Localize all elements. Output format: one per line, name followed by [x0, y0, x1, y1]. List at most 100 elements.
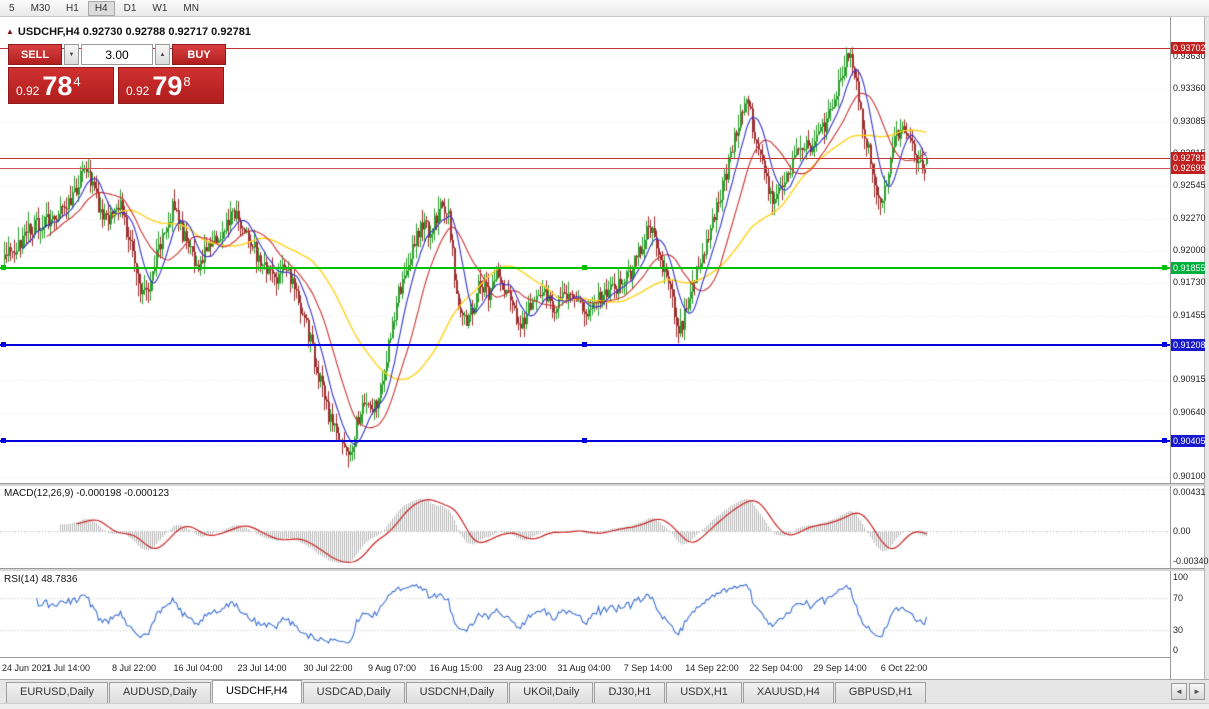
time-axis-label: 6 Oct 22:00 — [880, 663, 928, 673]
trade-prices-row: 0.92 78 4 0.92 79 8 — [8, 67, 228, 104]
time-axis-label: 23 Aug 23:00 — [493, 663, 547, 673]
tab-ukoil-daily[interactable]: UKOil,Daily — [509, 682, 594, 703]
trade-controls-row: SELL ▼ ▲ BUY — [8, 44, 228, 65]
price-axis-label: 0.90915 — [1173, 374, 1206, 384]
time-axis[interactable]: 24 Jun 2021 1 Jul 14:00 8 Jul 22:00 16 Jul … — [0, 657, 1170, 679]
support-line-green-handle-left[interactable] — [1, 265, 6, 270]
period-button-h1[interactable]: H1 — [66, 2, 79, 14]
support-line-green-handle-right[interactable] — [1162, 265, 1167, 270]
rsi-axis-label: 30 — [1173, 625, 1184, 635]
buy-price-pip: 8 — [183, 74, 191, 89]
period-button-d1[interactable]: D1 — [123, 2, 137, 14]
support-line-blue-upper-handle-left[interactable] — [1, 342, 6, 347]
time-axis-label: 29 Sep 14:00 — [813, 663, 867, 673]
chart-plot-area[interactable]: ▲ USDCHF,H4 0.92730 0.92788 0.92717 0.92… — [0, 17, 1170, 679]
support-line-blue-lower-handle-left[interactable] — [1, 438, 6, 443]
tab-gbpusd-h1[interactable]: GBPUSD,H1 — [834, 682, 927, 703]
price-badge-093702: 0.93702 — [1171, 42, 1206, 54]
chart-title: ▲ USDCHF,H4 0.92730 0.92788 0.92717 0.92… — [6, 26, 251, 38]
rsi-indicator-canvas[interactable] — [0, 571, 1170, 657]
period-button-5[interactable]: 5 — [9, 2, 15, 14]
price-badge-090405: 0.90405 — [1171, 435, 1206, 447]
price-axis-label: 0.91730 — [1173, 277, 1206, 287]
resistance-line-top[interactable] — [0, 48, 1170, 49]
chart-tab-bar: EURUSD,Daily AUDUSD,Daily USDCHF,H4 USDCAD,… — [0, 679, 1209, 703]
support-line-blue-upper-handle-center[interactable] — [582, 342, 587, 347]
period-button-mn[interactable]: MN — [183, 2, 199, 14]
price-axis-label: 0.93360 — [1173, 83, 1206, 93]
one-click-trading-panel: SELL ▼ ▲ BUY 0.92 78 4 0.92 79 8 — [8, 44, 228, 104]
period-button-h4[interactable]: H4 — [87, 0, 115, 16]
price-badge-091855: 0.91855 — [1171, 262, 1206, 274]
price-axis-label: 0.90100 — [1173, 471, 1206, 481]
macd-indicator-label: MACD(12,26,9) -0.000198 -0.000123 — [4, 488, 170, 499]
chart-marker-icon: ▲ — [6, 27, 14, 36]
sell-price-display[interactable]: 0.92 78 4 — [8, 67, 114, 104]
support-line-blue-lower[interactable] — [0, 438, 1170, 443]
price-axis-label: 0.92000 — [1173, 245, 1206, 255]
support-line-blue-upper[interactable] — [0, 342, 1170, 347]
ask-price-line[interactable] — [0, 158, 1170, 159]
volume-decrease-button[interactable]: ▼ — [64, 44, 79, 65]
rsi-axis-label: 70 — [1173, 593, 1184, 603]
volume-input[interactable] — [81, 44, 153, 65]
period-button-m30[interactable]: M30 — [30, 2, 51, 14]
bid-price-line[interactable] — [0, 168, 1170, 169]
support-line-green-handle-center[interactable] — [582, 265, 587, 270]
price-axis-label: 0.92545 — [1173, 180, 1206, 190]
time-axis-label: 23 Jul 14:00 — [237, 663, 287, 673]
time-axis-label: 9 Aug 07:00 — [367, 663, 417, 673]
price-axis-label: 0.92270 — [1173, 213, 1206, 223]
buy-button[interactable]: BUY — [172, 44, 226, 65]
support-line-green[interactable] — [0, 265, 1170, 270]
rsi-axis-label: 100 — [1173, 572, 1189, 582]
buy-price-big-digits: 79 — [152, 71, 183, 101]
period-toolbar: 5 M30 H1 H4 D1 W1 MN — [0, 0, 1209, 17]
status-bar — [0, 703, 1209, 709]
time-axis-label: 30 Jul 22:00 — [303, 663, 353, 673]
price-axis-label: 0.93085 — [1173, 116, 1206, 126]
time-axis-label: 31 Aug 04:00 — [557, 663, 611, 673]
tab-scroll-left-button[interactable]: ◄ — [1171, 683, 1187, 700]
price-axis[interactable]: 0.936300.933600.930850.928150.925450.922… — [1170, 17, 1209, 679]
time-axis-label: 7 Sep 14:00 — [623, 663, 673, 673]
macd-indicator-canvas[interactable] — [0, 486, 1170, 568]
tab-usdchf-h4[interactable]: USDCHF,H4 — [211, 680, 302, 703]
tab-xauusd-h4[interactable]: XAUUSD,H4 — [742, 682, 834, 703]
support-line-blue-upper-handle-right[interactable] — [1162, 342, 1167, 347]
price-axis-label: 0.90640 — [1173, 407, 1206, 417]
tab-audusd-daily[interactable]: AUDUSD,Daily — [108, 682, 211, 703]
volume-increase-button[interactable]: ▲ — [155, 44, 170, 65]
tab-dj30-h1[interactable]: DJ30,H1 — [594, 682, 666, 703]
support-line-blue-lower-handle-center[interactable] — [582, 438, 587, 443]
period-button-w1[interactable]: W1 — [152, 2, 168, 14]
price-badge-092781: 0.92781 — [1171, 152, 1206, 164]
price-axis-label: 0.93630 — [1173, 51, 1206, 61]
tab-scroll-right-button[interactable]: ► — [1189, 683, 1205, 700]
sell-price-prefix: 0.92 — [16, 84, 40, 98]
macd-axis-label: 0.00 — [1173, 526, 1191, 536]
tab-usdx-h1[interactable]: USDX,H1 — [666, 682, 742, 703]
price-badge-092699: 0.92699 — [1171, 162, 1206, 174]
price-axis-label: 0.91455 — [1173, 310, 1206, 320]
panel-splitter-rsi[interactable] — [0, 568, 1204, 571]
sell-button[interactable]: SELL — [8, 44, 62, 65]
tab-usdcnh-daily[interactable]: USDCNH,Daily — [405, 682, 509, 703]
tab-eurusd-daily[interactable]: EURUSD,Daily — [6, 682, 108, 703]
buy-price-display[interactable]: 0.92 79 8 — [118, 67, 224, 104]
rsi-axis-label: 0 — [1173, 645, 1179, 655]
time-axis-label: 8 Jul 22:00 — [111, 663, 157, 673]
tab-usdcad-daily[interactable]: USDCAD,Daily — [302, 682, 405, 703]
macd-axis-label: 0.00431 — [1173, 487, 1206, 497]
price-badge-091208: 0.91208 — [1171, 339, 1206, 351]
panel-splitter-macd[interactable] — [0, 483, 1204, 486]
time-axis-label: 1 Jul 14:00 — [45, 663, 91, 673]
tab-scroll-buttons: ◄ ► — [1171, 683, 1205, 700]
time-axis-label: 24 Jun 2021 — [2, 663, 52, 673]
sell-price-big-digits: 78 — [42, 71, 73, 101]
support-line-blue-lower-handle-right[interactable] — [1162, 438, 1167, 443]
time-axis-label: 16 Jul 04:00 — [173, 663, 223, 673]
rsi-indicator-label: RSI(14) 48.7836 — [4, 574, 78, 585]
time-axis-label: 22 Sep 04:00 — [749, 663, 803, 673]
